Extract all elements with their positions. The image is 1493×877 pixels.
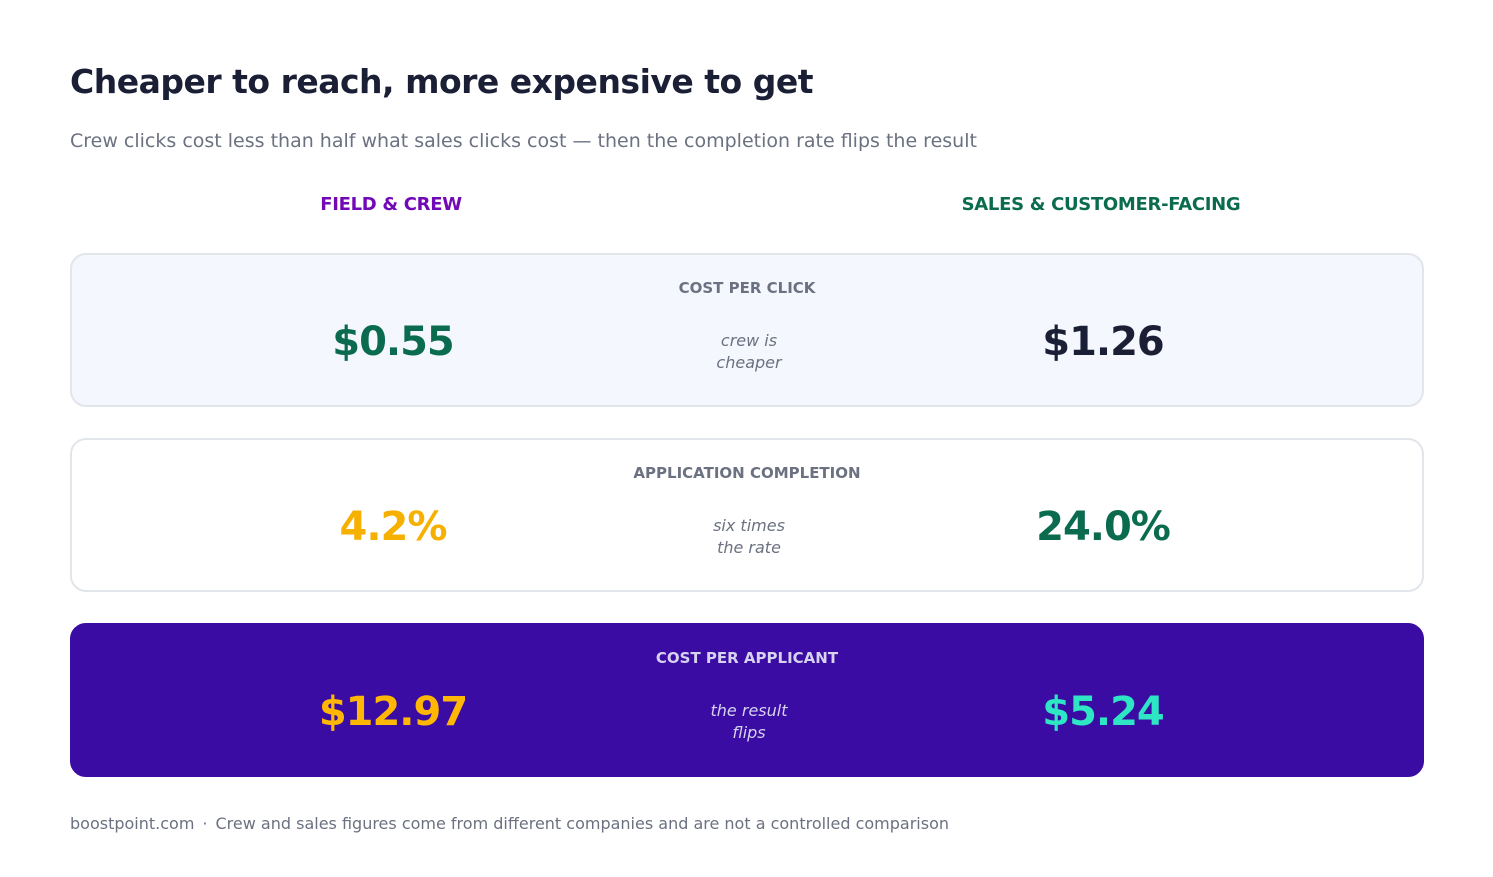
comparison-note-line: the rate bbox=[717, 538, 781, 557]
comparison-note-line: the result bbox=[710, 701, 788, 720]
sales-value: $1.26 bbox=[1042, 319, 1165, 365]
comparison-note-line: crew is bbox=[720, 331, 778, 350]
field-crew-value: 4.2% bbox=[339, 504, 448, 550]
column-header-sales: SALES & CUSTOMER-FACING bbox=[961, 194, 1241, 215]
comparison-note: six times the rate bbox=[649, 515, 849, 559]
sales-value: 24.0% bbox=[1036, 504, 1171, 550]
chart-subtitle: Crew clicks cost less than half what sal… bbox=[70, 130, 977, 152]
comparison-note-line: cheaper bbox=[716, 353, 782, 372]
comparison-note-line: six times bbox=[713, 516, 785, 535]
disclaimer-text: Crew and sales figures come from differe… bbox=[215, 814, 950, 833]
field-crew-value: $12.97 bbox=[318, 689, 468, 735]
sales-value: $5.24 bbox=[1042, 689, 1165, 735]
comparison-note: the result flips bbox=[649, 700, 849, 744]
field-crew-value: $0.55 bbox=[332, 319, 455, 365]
metric-card-cost-per-click: COST PER CLICK $0.55 crew is cheaper $1.… bbox=[70, 253, 1424, 407]
metric-label: APPLICATION COMPLETION bbox=[633, 464, 861, 482]
metric-card-cost-per-applicant: COST PER APPLICANT $12.97 the result fli… bbox=[70, 623, 1424, 777]
chart-title: Cheaper to reach, more expensive to get bbox=[70, 62, 813, 101]
source-label: boostpoint.com bbox=[70, 814, 195, 833]
comparison-note-line: flips bbox=[732, 723, 766, 742]
metric-label: COST PER CLICK bbox=[678, 279, 816, 297]
metric-label: COST PER APPLICANT bbox=[655, 649, 839, 667]
metric-card-application-completion: APPLICATION COMPLETION 4.2% six times th… bbox=[70, 438, 1424, 592]
comparison-note: crew is cheaper bbox=[649, 330, 849, 374]
footer: boostpoint.com · Crew and sales figures co… bbox=[70, 814, 949, 833]
footer-separator: · bbox=[202, 814, 208, 833]
column-header-field-crew: FIELD & CREW bbox=[320, 194, 462, 215]
